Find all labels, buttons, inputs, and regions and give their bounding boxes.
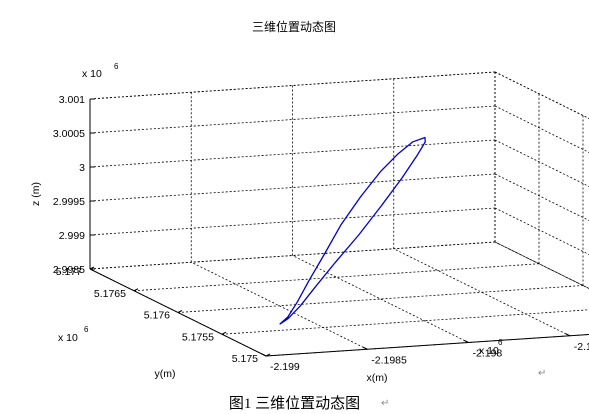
z-tick-label: 2.9995	[53, 196, 85, 208]
z-tick-label: 3	[79, 162, 85, 174]
x-tick	[363, 346, 368, 350]
grid-line	[191, 261, 368, 350]
y-tick	[221, 331, 227, 335]
y-axis-label: y(m)	[155, 368, 176, 380]
x-tick	[464, 340, 469, 343]
y-tick	[177, 310, 183, 313]
grid-line	[133, 263, 540, 292]
x-tick	[565, 333, 570, 337]
grid-line	[494, 71, 589, 119]
x-axis-label: x(m)	[367, 372, 388, 384]
svg-text:6: 6	[84, 325, 89, 334]
grid-line	[393, 248, 570, 337]
x-tick-label: -2.198	[473, 348, 503, 360]
svg-text:6: 6	[498, 338, 503, 347]
z-tick-label: 3.0005	[53, 128, 85, 140]
y-tick-label: 5.177	[56, 266, 82, 278]
x-exponent: x 10 6	[479, 338, 503, 357]
x-tick-label: -2.199	[270, 361, 300, 373]
grid-line	[177, 285, 584, 313]
chart-title: 三维位置动态图	[252, 19, 336, 34]
grid-line	[221, 309, 589, 335]
grid-line	[292, 255, 469, 343]
y-tick	[265, 353, 271, 357]
y-tick	[89, 266, 95, 270]
y-tick	[133, 288, 139, 292]
paragraph-mark-icon: ↵	[381, 398, 390, 409]
grid-line	[494, 105, 589, 153]
y-tick-label: 5.176	[144, 310, 170, 322]
axis-lines	[89, 98, 589, 357]
y-tick-label: 5.1765	[94, 288, 126, 300]
grid-line	[494, 241, 589, 289]
x-tick-label: -2.1985	[371, 354, 407, 366]
z-exponent: x 10 6	[82, 62, 119, 80]
y-tick-label: 5.1755	[182, 331, 214, 343]
grid-line	[494, 71, 589, 119]
y-exponent: x 10 6	[58, 325, 89, 344]
grid-line	[265, 334, 589, 357]
paragraph-mark-icon: ↵	[538, 368, 547, 379]
x-tick-label: -2.1975	[574, 341, 589, 353]
z-tick-label: 2.999	[59, 230, 85, 242]
x-tick	[261, 353, 267, 357]
y-tick-label: 5.175	[232, 353, 258, 365]
z-tick-label: 2.9985	[53, 264, 85, 276]
x-axis	[265, 333, 589, 357]
grid-lines	[89, 71, 589, 357]
grid-line	[494, 173, 589, 221]
z-axis-label: z (m)	[30, 182, 42, 206]
grid-line	[494, 207, 589, 255]
figure-caption: 图1 三维位置动态图	[228, 396, 361, 412]
svg-text:x 10: x 10	[82, 68, 102, 80]
z-tick-label: 3.001	[59, 94, 85, 106]
series-lines	[279, 136, 426, 325]
svg-text:6: 6	[114, 62, 119, 71]
grid-line	[494, 241, 589, 289]
grid-line	[494, 139, 589, 187]
tick-labels: 2.9985 2.999 2.9995 3 3.0005 3.001 5.175 5.1755…	[53, 94, 589, 373]
svg-text:x 10: x 10	[58, 332, 78, 344]
svg-text:x 10: x 10	[479, 345, 499, 357]
trajectory-line	[279, 136, 426, 325]
